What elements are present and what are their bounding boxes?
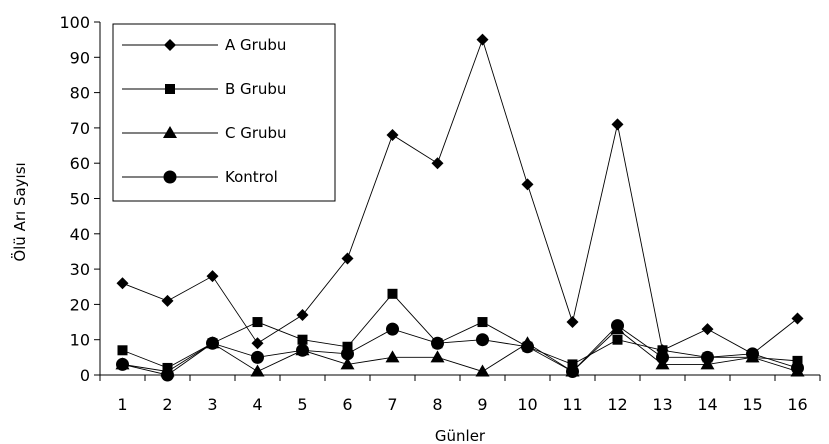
data-point [161,368,174,382]
data-point [430,350,445,363]
data-point [296,343,309,357]
x-tick-label: 9 [477,395,487,414]
y-tick-label: 70 [70,119,90,138]
data-point [386,322,399,336]
legend-label: A Grubu [225,36,286,54]
series-line [122,324,798,376]
x-tick-label: 11 [562,395,582,414]
data-point [385,350,400,363]
legend-marker [165,84,175,94]
x-tick-label: 13 [652,395,672,414]
series-layer [115,33,805,382]
legend-marker [163,170,177,184]
x-tick-label: 7 [387,395,397,414]
x-tick-label: 2 [162,395,172,414]
data-point [431,157,444,170]
x-tick-label: 4 [252,395,262,414]
y-tick-label: 0 [80,366,90,385]
x-tick-label: 16 [787,395,807,414]
series-line [122,328,798,373]
series-3 [116,319,804,382]
x-tick-label: 14 [697,395,717,414]
legend-box [112,23,336,202]
data-point [566,364,579,378]
series-1 [117,288,803,373]
y-tick-label: 20 [70,295,90,314]
data-point [206,270,219,283]
data-point [791,361,804,375]
y-tick-label: 30 [70,260,90,279]
data-point [611,118,624,131]
legend-marker [163,126,177,138]
data-point [477,317,488,328]
legend-label: C Grubu [225,124,287,142]
data-point [567,359,578,370]
data-point [612,334,623,345]
data-point [791,312,804,325]
series-line [122,38,798,355]
data-point [792,355,803,366]
y-tick-label: 90 [70,48,90,67]
data-point [476,333,489,347]
legend: A Grubu B Grubu C Grubu Kontrol [112,23,336,202]
data-point [387,288,398,299]
series-line [122,293,798,369]
y-axis-title: Ölü Arı Sayısı [10,162,29,261]
x-tick-label: 1 [117,395,127,414]
x-tick-label: 6 [342,395,352,414]
series-2 [115,322,805,377]
data-point [386,128,399,141]
y-tick-label: 80 [70,84,90,103]
data-point [297,334,308,345]
legend-label: B Grubu [225,80,286,98]
data-point [340,357,355,370]
x-axis: 1 2 3 4 5 6 7 8 9 10 11 12 13 14 15 16 [99,374,821,414]
data-point [252,317,263,328]
data-point [116,357,129,371]
legend-label: Kontrol [225,168,278,186]
y-tick-label: 40 [70,225,90,244]
y-tick-label: 10 [70,331,90,350]
data-point [656,350,669,364]
x-tick-label: 8 [432,395,442,414]
data-point [296,308,309,321]
x-tick-label: 12 [607,395,627,414]
data-point [342,341,353,352]
x-axis-title: Günler [435,427,486,444]
x-tick-label: 3 [207,395,217,414]
data-point [521,178,534,191]
x-tick-label: 15 [742,395,762,414]
data-point [566,316,579,329]
x-tick-label: 10 [517,395,537,414]
data-point [250,364,265,377]
data-point [117,345,128,356]
data-point [701,323,714,336]
data-point [611,319,624,333]
y-tick-label: 50 [70,190,90,209]
data-point [251,350,264,364]
data-point [475,364,490,377]
y-tick-label: 100 [59,13,90,32]
data-point [251,337,264,350]
data-point [161,294,174,307]
data-point [206,336,219,350]
legend-marker [164,39,176,51]
data-point [701,350,714,364]
y-axis: 0 10 20 30 40 50 60 70 80 90 100 [59,13,101,385]
data-point [341,252,354,265]
data-point [521,340,534,354]
data-point [116,277,129,290]
data-point [431,336,444,350]
data-point [341,347,354,361]
y-tick-label: 60 [70,154,90,173]
x-tick-label: 5 [297,395,307,414]
data-point [476,33,489,46]
data-point [657,345,668,356]
data-point [746,347,759,361]
